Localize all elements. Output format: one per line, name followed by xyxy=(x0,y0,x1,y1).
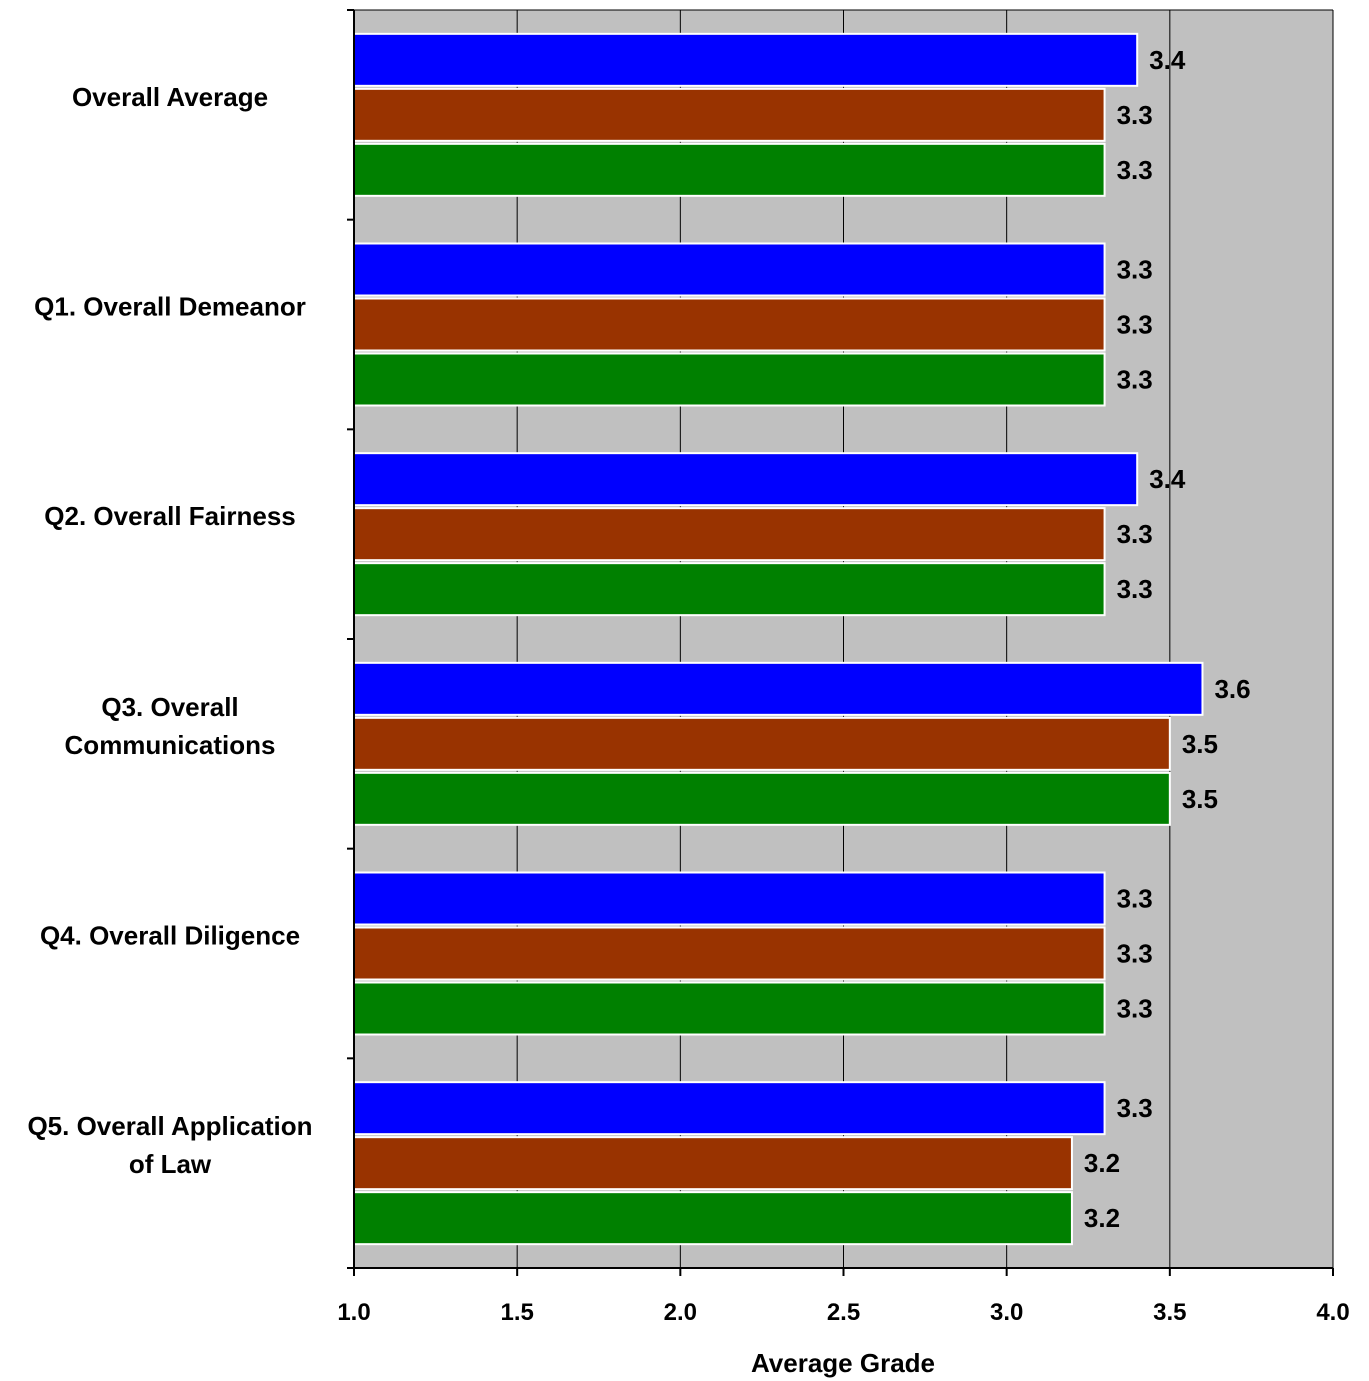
value-label: 3.5 xyxy=(1182,784,1218,814)
bar xyxy=(353,661,1204,716)
axes xyxy=(347,9,1334,1276)
value-label: 3.6 xyxy=(1214,674,1250,704)
x-tick-label: 1.5 xyxy=(500,1299,533,1326)
bar xyxy=(353,142,1106,197)
value-label: 3.2 xyxy=(1084,1203,1120,1233)
value-label: 3.3 xyxy=(1117,519,1153,549)
bars xyxy=(353,32,1204,1246)
value-label: 3.3 xyxy=(1117,884,1153,914)
labels: 3.4 3.3 3.3 Overall Average 3.3 3.3 3.3 Q1. Ove… xyxy=(27,45,1349,1326)
x-tick-label: 2.5 xyxy=(827,1299,860,1326)
value-label: 3.3 xyxy=(1117,155,1153,185)
bar xyxy=(353,87,1106,142)
value-label: 3.3 xyxy=(1117,310,1153,340)
bar xyxy=(353,771,1171,826)
x-axis-title: Average Grade xyxy=(751,1348,935,1378)
category-label: Q3. Overall Communications xyxy=(65,692,276,760)
category-label: Q5. Overall Application of Law xyxy=(27,1111,312,1179)
bar xyxy=(353,452,1139,507)
bar xyxy=(353,716,1171,771)
value-label: 3.4 xyxy=(1149,464,1186,494)
category-label: Overall Average xyxy=(72,82,268,112)
bar xyxy=(353,926,1106,981)
value-label: 3.3 xyxy=(1117,939,1153,969)
category-label: Q4. Overall Diligence xyxy=(40,921,300,951)
bar xyxy=(353,1136,1073,1191)
bar xyxy=(353,562,1106,617)
x-tick-label: 3.0 xyxy=(990,1299,1023,1326)
value-label: 3.3 xyxy=(1117,1093,1153,1123)
value-label: 3.3 xyxy=(1117,365,1153,395)
bar xyxy=(353,507,1106,562)
value-label: 3.3 xyxy=(1117,100,1153,130)
bar xyxy=(353,1081,1106,1136)
bar xyxy=(353,297,1106,352)
bar xyxy=(353,1191,1073,1246)
x-tick-label: 4.0 xyxy=(1316,1299,1349,1326)
bar xyxy=(353,242,1106,297)
value-label: 3.2 xyxy=(1084,1148,1120,1178)
value-label: 3.3 xyxy=(1117,994,1153,1024)
bar xyxy=(353,32,1139,87)
bar xyxy=(353,871,1106,926)
value-label: 3.3 xyxy=(1117,574,1153,604)
value-label: 3.4 xyxy=(1149,45,1186,75)
bar xyxy=(353,981,1106,1036)
x-tick-label: 1.0 xyxy=(337,1299,370,1326)
category-label: Q1. Overall Demeanor xyxy=(34,292,306,322)
category-label: Q2. Overall Fairness xyxy=(44,501,295,531)
x-tick-label: 2.0 xyxy=(664,1299,697,1326)
bar xyxy=(353,352,1106,407)
value-label: 3.3 xyxy=(1117,255,1153,285)
value-label: 3.5 xyxy=(1182,729,1218,759)
x-tick-label: 3.5 xyxy=(1153,1299,1186,1326)
